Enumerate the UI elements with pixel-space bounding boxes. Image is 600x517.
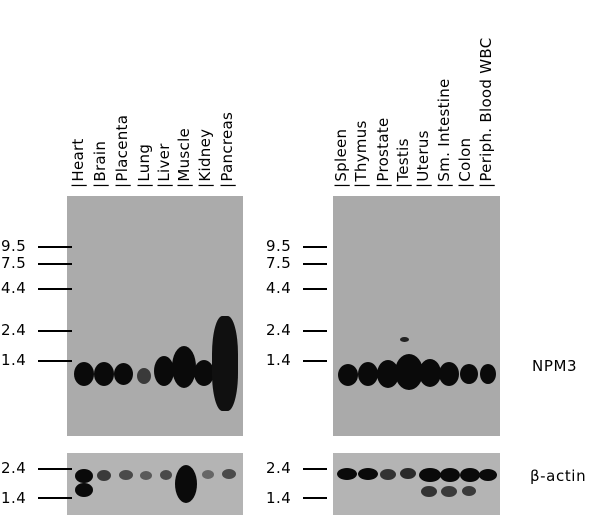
left-npm3-blot — [67, 196, 243, 436]
band — [160, 470, 172, 480]
band — [202, 470, 214, 479]
band — [479, 469, 497, 481]
marker-tick — [38, 497, 72, 499]
band — [172, 346, 196, 388]
band — [460, 364, 478, 384]
lane-label: Heart — [69, 138, 87, 188]
lane-label: Kidney — [196, 129, 214, 188]
band — [462, 486, 476, 496]
beta-actin-label: β-actin — [530, 467, 587, 485]
band — [337, 468, 357, 480]
lane-label: Liver — [155, 143, 173, 188]
lane-label: Prostate — [374, 117, 392, 188]
size-marker: 2.4 — [1, 459, 27, 477]
band — [119, 470, 133, 480]
lane-label: Brain — [91, 141, 109, 188]
band — [480, 364, 496, 384]
size-marker: 1.4 — [1, 351, 27, 369]
band — [358, 362, 378, 386]
band — [419, 468, 441, 482]
band — [137, 368, 151, 384]
band — [114, 363, 133, 385]
band — [380, 469, 396, 480]
band — [377, 360, 399, 388]
marker-tick — [303, 360, 327, 362]
band — [74, 362, 94, 386]
band — [441, 486, 457, 497]
faint-band — [400, 337, 409, 342]
band — [175, 465, 197, 503]
band — [97, 470, 111, 481]
band — [421, 486, 437, 497]
left-actin-blot — [67, 453, 243, 515]
marker-tick — [303, 330, 327, 332]
size-marker: 4.4 — [1, 279, 27, 297]
size-marker: 1.4 — [1, 489, 27, 507]
marker-tick — [38, 246, 72, 248]
size-marker: 2.4 — [1, 321, 27, 339]
band — [154, 356, 174, 386]
lane-label: Periph. Blood WBC — [477, 37, 495, 188]
band — [419, 359, 441, 387]
band — [439, 362, 459, 386]
marker-tick — [303, 497, 327, 499]
marker-tick — [38, 360, 72, 362]
band — [338, 364, 358, 386]
lane-label: Uterus — [414, 130, 432, 188]
band — [222, 469, 236, 479]
lane-label: Sm. Intestine — [435, 78, 453, 188]
lane-label: Pancreas — [218, 112, 236, 188]
band — [358, 468, 378, 480]
size-marker: 9.5 — [266, 237, 292, 255]
size-marker: 2.4 — [266, 321, 292, 339]
lane-label: Muscle — [175, 128, 193, 188]
size-marker: 4.4 — [266, 279, 292, 297]
size-marker: 7.5 — [266, 254, 292, 272]
lane-label: Lung — [135, 144, 153, 188]
marker-tick — [38, 288, 72, 290]
marker-tick — [303, 288, 327, 290]
size-marker: 7.5 — [1, 254, 27, 272]
band — [75, 469, 93, 483]
band — [212, 316, 238, 411]
band — [140, 471, 152, 480]
right-npm3-blot — [333, 196, 500, 436]
marker-tick — [38, 330, 72, 332]
marker-tick — [303, 263, 327, 265]
lane-label: Placenta — [113, 115, 131, 188]
band — [194, 360, 214, 386]
size-marker: 1.4 — [266, 351, 292, 369]
size-marker: 2.4 — [266, 459, 292, 477]
lane-label: Testis — [394, 138, 412, 188]
band — [75, 483, 93, 497]
npm3-label: NPM3 — [532, 357, 578, 375]
size-marker: 1.4 — [266, 489, 292, 507]
band — [400, 468, 416, 479]
right-actin-blot — [333, 453, 500, 515]
band — [94, 362, 114, 386]
lane-label: Thymus — [352, 120, 370, 188]
size-marker: 9.5 — [1, 237, 27, 255]
band — [460, 468, 480, 482]
band — [395, 354, 423, 390]
lane-label: Spleen — [332, 129, 350, 188]
band — [440, 468, 460, 482]
marker-tick — [303, 468, 327, 470]
marker-tick — [38, 263, 72, 265]
lane-label: Colon — [456, 138, 474, 188]
marker-tick — [303, 246, 327, 248]
marker-tick — [38, 468, 72, 470]
